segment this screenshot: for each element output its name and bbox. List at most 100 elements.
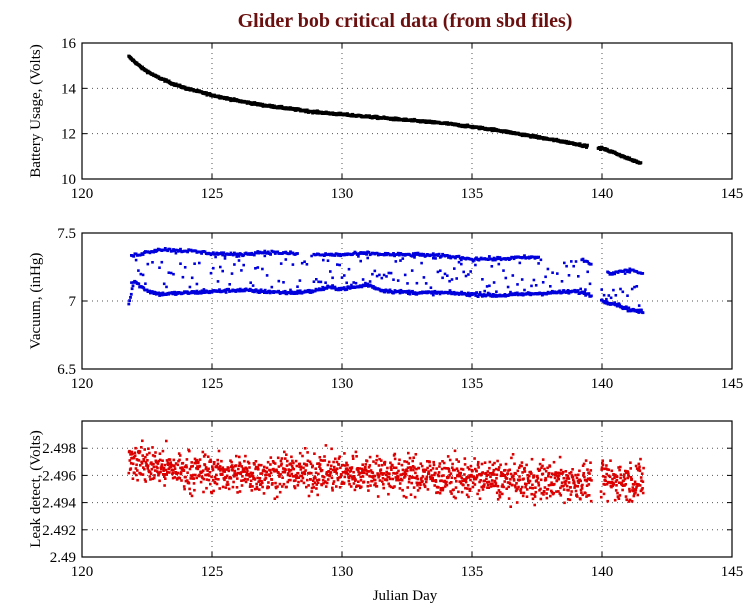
leak-point: [531, 486, 534, 490]
leak-point: [286, 459, 289, 463]
vacuum-point: [380, 276, 384, 280]
vacuum-point: [492, 256, 496, 260]
vacuum-point: [560, 291, 564, 294]
vacuum-point: [618, 303, 622, 307]
battery-y-axis-title: Battery Usage, (Volts): [28, 44, 44, 177]
leak-point: [553, 476, 557, 480]
leak-point: [281, 485, 284, 488]
leak-point: [421, 480, 424, 483]
leak-point: [532, 474, 536, 477]
vacuum-point: [499, 258, 503, 262]
vacuum-point: [365, 252, 368, 256]
battery-y-tick-label: 12: [61, 127, 76, 143]
leak-point: [477, 466, 480, 469]
vacuum-point: [392, 290, 396, 294]
leak-point: [486, 486, 489, 489]
leak-point: [325, 472, 328, 475]
leak-point: [602, 475, 605, 478]
vacuum-point: [518, 261, 522, 265]
leak-point: [184, 479, 188, 483]
leak-point: [207, 467, 210, 471]
leak-point: [480, 485, 483, 489]
leak-point: [579, 497, 582, 501]
leak-point: [241, 470, 244, 473]
leak-point: [616, 491, 619, 495]
leak-point: [210, 491, 214, 495]
vacuum-point: [483, 289, 486, 293]
leak-point: [347, 479, 351, 483]
leak-point: [471, 469, 474, 473]
vacuum-point: [603, 301, 607, 305]
vacuum-point: [462, 270, 465, 274]
leak-point: [587, 494, 591, 497]
leak-point: [356, 467, 359, 470]
leak-point: [512, 474, 515, 478]
vacuum-point: [339, 288, 343, 292]
leak-point: [468, 487, 472, 491]
leak-point: [168, 466, 171, 469]
vacuum-point: [448, 289, 452, 292]
leak-point: [279, 459, 283, 463]
leak-point: [208, 471, 212, 474]
leak-point: [455, 458, 458, 461]
vacuum-point: [157, 291, 161, 295]
leak-point: [633, 492, 636, 496]
leak-y-tick-label: 2.49: [50, 550, 76, 566]
vacuum-point: [550, 289, 554, 293]
leak-point: [340, 473, 343, 476]
leak-point: [132, 456, 136, 459]
leak-point: [303, 472, 307, 476]
leak-point: [330, 476, 334, 480]
leak-point: [585, 484, 589, 487]
leak-point: [548, 471, 551, 475]
leak-point: [227, 469, 231, 473]
vacuum-point: [511, 274, 515, 277]
vacuum-point: [431, 290, 434, 294]
vacuum-point: [268, 289, 271, 293]
leak-point: [221, 473, 224, 476]
leak-point: [382, 486, 385, 490]
leak-point: [255, 485, 259, 489]
leak-point: [297, 476, 301, 479]
leak-point: [423, 470, 426, 473]
leak-point: [634, 491, 637, 494]
leak-point: [391, 486, 395, 489]
leak-point: [443, 466, 446, 470]
vacuum-point: [584, 293, 587, 297]
leak-point: [520, 461, 524, 464]
vacuum-point: [488, 292, 492, 296]
vacuum-point: [132, 254, 135, 258]
vacuum-point: [440, 254, 443, 258]
vacuum-point: [467, 273, 470, 276]
leak-point: [392, 454, 396, 457]
leak-point: [323, 455, 326, 458]
leak-point: [396, 477, 400, 481]
leak-point: [267, 481, 270, 484]
vacuum-point: [161, 291, 165, 295]
leak-point: [519, 491, 523, 495]
leak-point: [269, 456, 273, 459]
leak-point: [576, 495, 579, 498]
leak-point: [607, 468, 611, 472]
leak-point: [489, 482, 493, 486]
vacuum-point: [326, 259, 330, 262]
leak-point: [247, 462, 251, 465]
leak-point: [165, 459, 169, 462]
leak-point: [604, 479, 607, 483]
vacuum-point: [413, 254, 416, 257]
vacuum-point: [587, 292, 591, 295]
leak-point: [562, 484, 565, 488]
leak-point: [364, 468, 368, 472]
leak-point: [215, 473, 218, 477]
leak-point: [146, 464, 150, 467]
vacuum-point: [269, 253, 272, 256]
leak-point: [315, 487, 318, 490]
leak-point: [249, 479, 253, 483]
leak-point: [557, 474, 561, 477]
vacuum-point: [235, 255, 238, 258]
leak-point: [327, 460, 331, 464]
leak-point: [491, 482, 494, 485]
leak-point: [314, 467, 317, 470]
leak-point: [140, 446, 143, 449]
leak-point: [327, 470, 331, 473]
